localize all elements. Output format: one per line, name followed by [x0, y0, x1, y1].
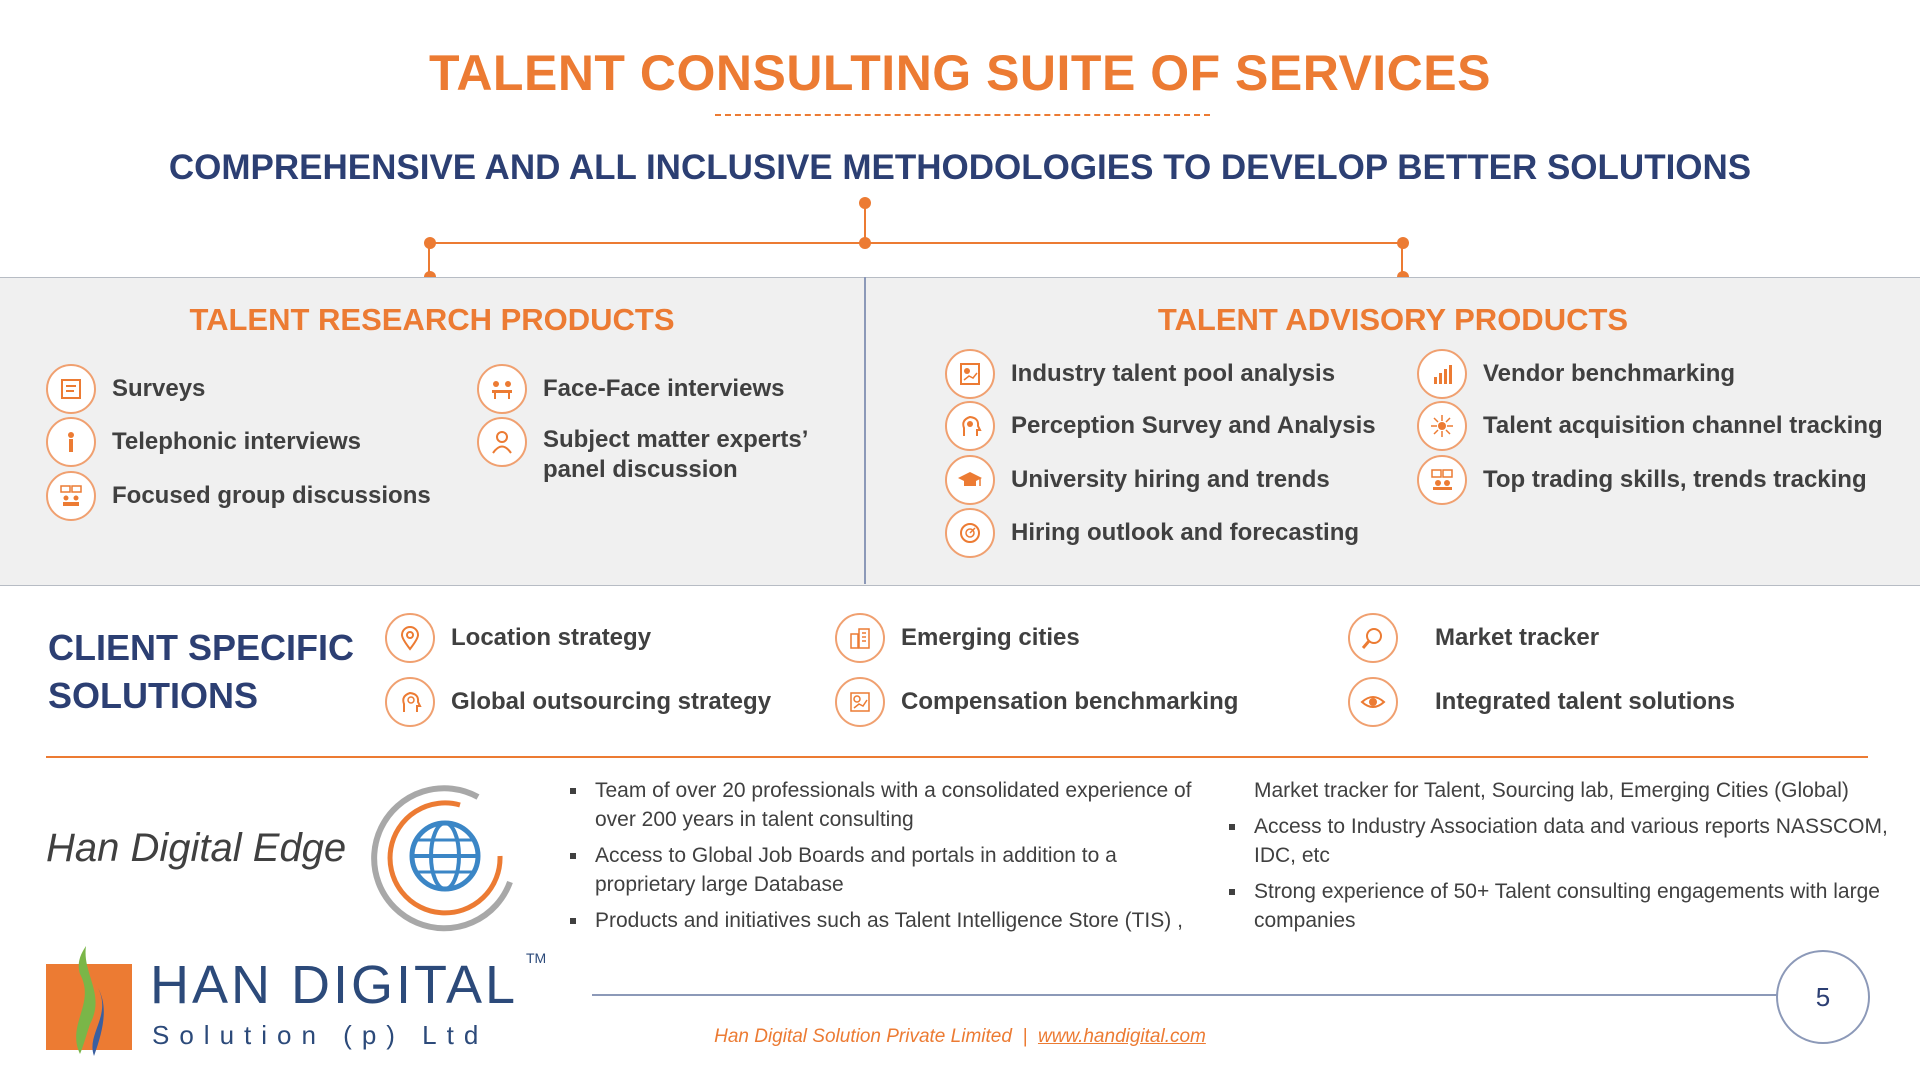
client-item-emerging-cities: Emerging cities: [835, 613, 1080, 663]
research-item-label: Face-Face interviews: [543, 375, 785, 402]
research-item-face-face: Face-Face interviews: [477, 364, 784, 414]
research-item-telephonic: Telephonic interviews: [46, 417, 361, 467]
group-discussion-icon: [46, 471, 96, 521]
client-item-label: Location strategy: [451, 624, 652, 651]
advisory-item-label: Hiring outlook and forecasting: [1011, 519, 1360, 546]
edge-bullet: Access to Industry Association data and …: [1229, 812, 1906, 870]
compensation-icon: [835, 677, 885, 727]
advisory-item-label: Perception Survey and Analysis: [1011, 412, 1376, 439]
advisory-item-hiring-outlook: Hiring outlook and forecasting: [945, 508, 1359, 558]
han-digital-logo-mark: [46, 946, 132, 1056]
advisory-item-trading-skills: Top trading skills, trends tracking: [1417, 455, 1867, 505]
research-title: TALENT RESEARCH PRODUCTS: [189, 302, 675, 337]
footer-line: [592, 994, 1778, 996]
magnifier-icon: [1348, 613, 1398, 663]
footer-separator: |: [1022, 1026, 1028, 1047]
client-item-outsourcing: Global outsourcing strategy: [385, 677, 771, 727]
footer-website-link[interactable]: www.handigital.com: [1037, 1026, 1206, 1047]
client-item-compensation: Compensation benchmarking: [835, 677, 1238, 727]
advisory-item-label: Talent acquisition channel tracking: [1483, 412, 1883, 439]
client-item-label: Integrated talent solutions: [1435, 688, 1736, 715]
edge-bullets-right: Market tracker for Talent, Sourcing lab,…: [1226, 776, 1906, 942]
connector-bar: [429, 242, 1402, 244]
edge-title: Han Digital Edge: [46, 826, 347, 870]
advisory-item-label: Top trading skills, trends tracking: [1483, 466, 1867, 493]
research-item-experts: Subject matter experts’ panel discussion: [477, 417, 833, 485]
client-item-location: Location strategy: [385, 613, 651, 663]
logo-subtitle: Solution (p) Ltd: [152, 1020, 489, 1050]
advisory-item-vendor: Vendor benchmarking: [1417, 349, 1735, 399]
page-subtitle: COMPREHENSIVE AND ALL INCLUSIVE METHODOL…: [168, 148, 1752, 187]
edge-bullet: Access to Global Job Boards and portals …: [570, 841, 1217, 899]
eye-icon: [1348, 677, 1398, 727]
advisory-item-channel: Talent acquisition channel tracking: [1417, 401, 1883, 451]
connector-left-drop: [428, 243, 430, 279]
location-pin-icon: [385, 613, 435, 663]
client-item-label: Global outsourcing strategy: [451, 688, 772, 715]
footer: Han Digital Solution Private Limited | w…: [0, 1026, 1920, 1048]
advisory-item-university: University hiring and trends: [945, 455, 1330, 505]
research-item-focus-group: Focused group discussions: [46, 471, 431, 521]
client-item-label: Market tracker: [1435, 624, 1600, 651]
forecast-icon: [945, 508, 995, 558]
logo-name: HAN DIGITAL: [150, 955, 519, 1015]
edge-bullets-left: Team of over 20 professionals with a con…: [567, 776, 1217, 942]
edge-bullet: Products and initiatives such as Talent …: [570, 906, 1217, 935]
research-item-surveys: Surveys: [46, 364, 205, 414]
research-item-label: Subject matter experts’ panel discussion: [543, 426, 808, 483]
expert-icon: [477, 417, 527, 467]
advisory-item-perception: Perception Survey and Analysis: [945, 401, 1376, 451]
survey-icon: [46, 364, 96, 414]
advisory-item-label: Industry talent pool analysis: [1011, 360, 1336, 387]
edge-bullet: Strong experience of 50+ Talent consulti…: [1229, 877, 1906, 935]
page-title: TALENT CONSULTING SUITE OF SERVICES: [428, 45, 1491, 101]
section-divider: [46, 756, 1868, 758]
panel-divider: [864, 277, 866, 584]
logo-trademark: TM: [526, 950, 547, 966]
page-number: 5: [1776, 950, 1870, 1044]
meeting-icon: [477, 364, 527, 414]
client-item-label: Compensation benchmarking: [901, 688, 1239, 715]
footer-company: Han Digital Solution Private Limited: [714, 1026, 1012, 1047]
connector-right-drop: [1401, 243, 1403, 279]
client-item-market-tracker: Market tracker: [1348, 613, 1599, 663]
edge-bullet: Team of over 20 professionals with a con…: [570, 776, 1217, 834]
connector-stem: [864, 203, 866, 243]
trends-icon: [1417, 455, 1467, 505]
graduation-cap-icon: [945, 455, 995, 505]
client-solutions-title: CLIENT SPECIFIC SOLUTIONS: [48, 624, 354, 720]
connector-left-dot: [424, 237, 436, 249]
city-icon: [835, 613, 885, 663]
research-item-label: Telephonic interviews: [112, 428, 361, 455]
network-icon: [1417, 401, 1467, 451]
advisory-item-label: Vendor benchmarking: [1483, 360, 1736, 387]
title-divider: [715, 114, 1210, 116]
phone-person-icon: [46, 417, 96, 467]
chart-report-icon: [945, 349, 995, 399]
client-title-line2: SOLUTIONS: [48, 675, 259, 716]
head-gear-icon: [945, 401, 995, 451]
client-title-line1: CLIENT SPECIFIC: [48, 627, 355, 668]
connector-right-dot: [1397, 237, 1409, 249]
client-item-label: Emerging cities: [901, 624, 1080, 651]
research-item-label: Focused group discussions: [112, 482, 431, 509]
edge-continuation: Market tracker for Talent, Sourcing lab,…: [1254, 779, 1849, 802]
research-item-label: Surveys: [112, 375, 206, 402]
advisory-item-label: University hiring and trends: [1011, 466, 1330, 493]
head-idea-icon: [385, 677, 435, 727]
client-item-integrated: Integrated talent solutions: [1348, 677, 1735, 727]
advisory-item-industry-pool: Industry talent pool analysis: [945, 349, 1335, 399]
advisory-title: TALENT ADVISORY PRODUCTS: [1157, 302, 1629, 337]
globe-ring-icon: [371, 785, 513, 932]
bar-chart-icon: [1417, 349, 1467, 399]
